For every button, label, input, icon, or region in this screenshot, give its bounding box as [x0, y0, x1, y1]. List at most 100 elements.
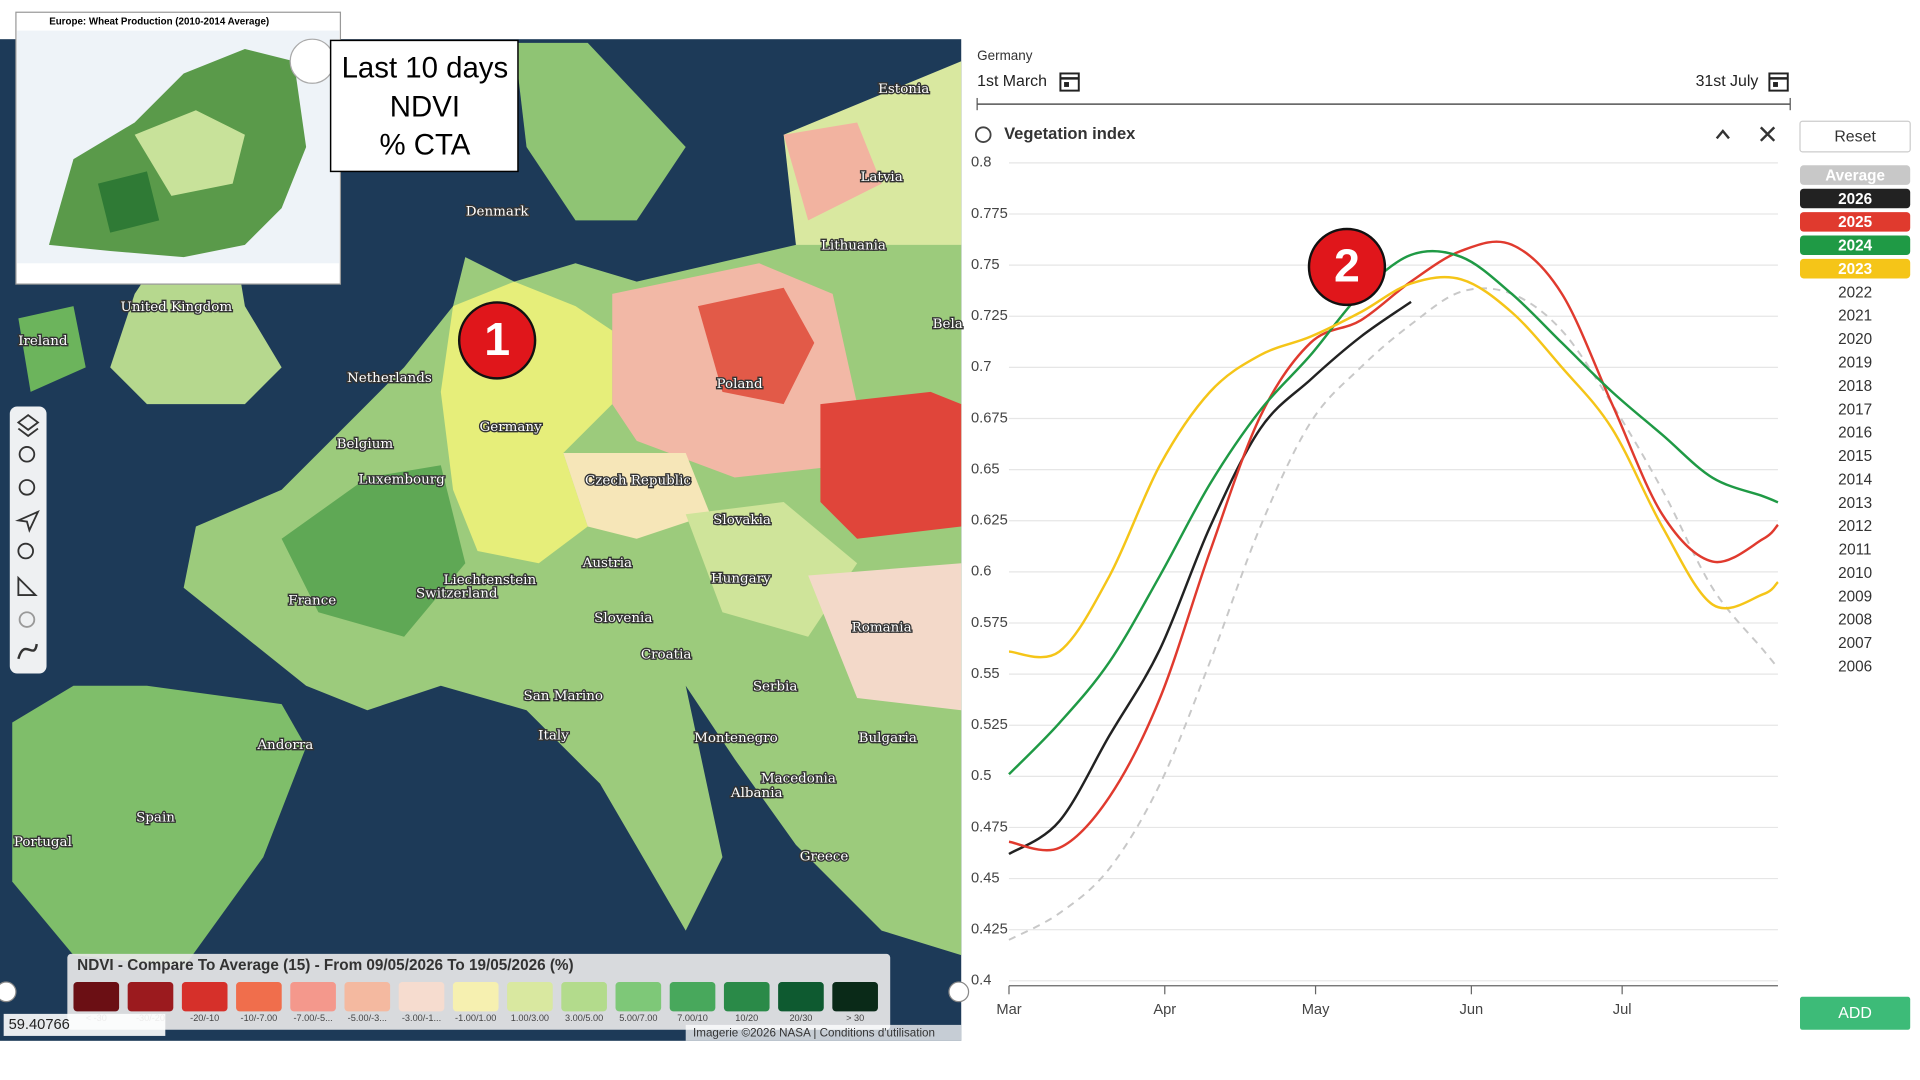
legend-entry[interactable]: 2009: [1838, 588, 1872, 605]
legend-label: 10/20: [735, 1013, 758, 1023]
next-button[interactable]: [948, 981, 970, 1003]
legend-swatch: [669, 982, 716, 1012]
legend-entry[interactable]: 2025: [1838, 214, 1873, 231]
legend-entry[interactable]: 2007: [1838, 635, 1872, 652]
reset-label[interactable]: Reset: [1834, 128, 1876, 145]
add-label[interactable]: ADD: [1838, 1005, 1872, 1022]
y-tick-label: 0.775: [971, 206, 1008, 222]
legend-entry[interactable]: 2021: [1838, 308, 1872, 325]
coords: 59.40766: [9, 1017, 70, 1033]
legend-entry[interactable]: 2022: [1838, 284, 1872, 301]
y-tick-label: 0.475: [971, 819, 1008, 835]
legend-swatch: [398, 982, 445, 1012]
add-button[interactable]: [1800, 996, 1911, 1030]
legend-swatch: [181, 982, 228, 1012]
reset-button[interactable]: [1799, 120, 1911, 153]
zoom-in[interactable]: [18, 446, 36, 463]
inset-map: Europe: Wheat Production (2010-2014 Aver…: [15, 11, 342, 285]
chart: 0.4 0.425 0.45 0.475 0.5 0.525 0.55 0.575 0.6 0.6…: [971, 155, 1779, 1018]
country-label: Slovenia: [594, 611, 652, 626]
y-tick-label: 0.55: [971, 666, 1000, 682]
map-toolbar: [9, 406, 47, 674]
legend-entry[interactable]: Average: [1825, 167, 1885, 184]
country-label: Latvia: [860, 170, 902, 185]
legend-entry[interactable]: 2023: [1838, 261, 1872, 278]
legend-label: > 30: [846, 1013, 864, 1023]
zoom-out[interactable]: [18, 479, 36, 496]
y-tick-label: 0.525: [971, 717, 1008, 733]
country-label: Bulgaria: [859, 731, 917, 746]
country-label: Slovakia: [713, 513, 771, 528]
legend-entry[interactable]: 2013: [1838, 495, 1872, 512]
legend-entry[interactable]: 2006: [1838, 659, 1872, 676]
legend-title: NDVI - Compare To Average (15) - From 09…: [77, 957, 573, 974]
close-button[interactable]: [1759, 126, 1776, 142]
target-icon[interactable]: [18, 611, 36, 628]
legend-entry[interactable]: 2026: [1838, 191, 1872, 208]
legend-swatch: [290, 982, 336, 1012]
country-label: Belgium: [337, 437, 394, 452]
locate-icon[interactable]: [15, 510, 40, 533]
legend-badge[interactable]: [1800, 212, 1911, 232]
layers-icon[interactable]: [16, 413, 40, 438]
country-label: Estonia: [878, 82, 929, 97]
country-label: Albania: [730, 786, 783, 801]
country-label: France: [288, 594, 336, 609]
legend-entry[interactable]: 2008: [1838, 612, 1872, 629]
legend-entry[interactable]: 2010: [1838, 565, 1872, 582]
legend-entry[interactable]: 2017: [1838, 401, 1872, 418]
calendar-icon[interactable]: [1059, 72, 1080, 92]
legend-badge[interactable]: [1800, 165, 1911, 185]
legend-label: -7.00/-5...: [293, 1013, 332, 1023]
legend-label: 7.00/10: [677, 1013, 708, 1023]
x-tick-label: Jun: [1460, 1002, 1484, 1018]
legend-badge[interactable]: [1800, 188, 1911, 209]
legend-label: -5.00/-3...: [348, 1013, 387, 1023]
legend-entry[interactable]: 2011: [1839, 542, 1872, 559]
legend-entry[interactable]: 2018: [1838, 378, 1872, 395]
legend-swatch: [452, 982, 499, 1012]
attribution-box: [685, 1024, 962, 1041]
legend-label: -1.00/1.00: [455, 1013, 496, 1023]
series-line: [1008, 275, 1779, 659]
legend-entry[interactable]: 2019: [1838, 354, 1872, 371]
legend-badge[interactable]: [1800, 235, 1911, 256]
y-tick-label: 0.675: [971, 410, 1008, 426]
x-tick-label: Apr: [1153, 1002, 1176, 1018]
marker-circle: [1307, 227, 1387, 307]
legend-swatch: [73, 982, 120, 1012]
collapse-button[interactable]: [1715, 129, 1730, 140]
country-label: Germany: [480, 420, 543, 435]
legend-entry[interactable]: 2012: [1838, 518, 1872, 535]
prev-button[interactable]: [0, 981, 17, 1003]
legend-entry[interactable]: 2016: [1838, 425, 1872, 442]
box-line: Last 10 days: [342, 52, 509, 85]
calendar-icon[interactable]: [1768, 72, 1789, 92]
country-label: Spain: [136, 810, 175, 825]
legend-badge[interactable]: [1800, 258, 1911, 279]
country-label: Netherlands: [347, 371, 432, 386]
y-tick-label: 0.7: [971, 359, 991, 375]
legend-entry[interactable]: 2015: [1838, 448, 1872, 465]
country-label: Italy: [538, 728, 569, 743]
legend-entry[interactable]: 2020: [1838, 331, 1872, 348]
country-label: Denmark: [466, 204, 530, 219]
measure-icon[interactable]: [17, 575, 38, 597]
country-label: Hungary: [711, 572, 771, 587]
legend-label: -10/-7.00: [241, 1013, 278, 1023]
legend-entry[interactable]: 2024: [1838, 238, 1873, 255]
map-legend: NDVI - Compare To Average (15) - From 09…: [67, 953, 891, 1030]
legend-swatch: [127, 982, 174, 1012]
chart-title: Vegetation index: [1004, 124, 1136, 143]
search-icon[interactable]: [17, 542, 34, 560]
end-date[interactable]: 31st July: [1696, 73, 1759, 90]
country-label: Portugal: [14, 835, 72, 850]
country-label: Luxembourg: [358, 473, 445, 488]
draw-icon[interactable]: [17, 643, 38, 660]
country-label: Poland: [716, 377, 763, 392]
legend-entry[interactable]: 2014: [1838, 471, 1873, 488]
y-tick-label: 0.6: [971, 564, 991, 580]
country-label: Serbia: [753, 679, 798, 694]
legend-label: 1.00/3.00: [511, 1013, 549, 1023]
start-date[interactable]: 1st March: [977, 73, 1047, 90]
